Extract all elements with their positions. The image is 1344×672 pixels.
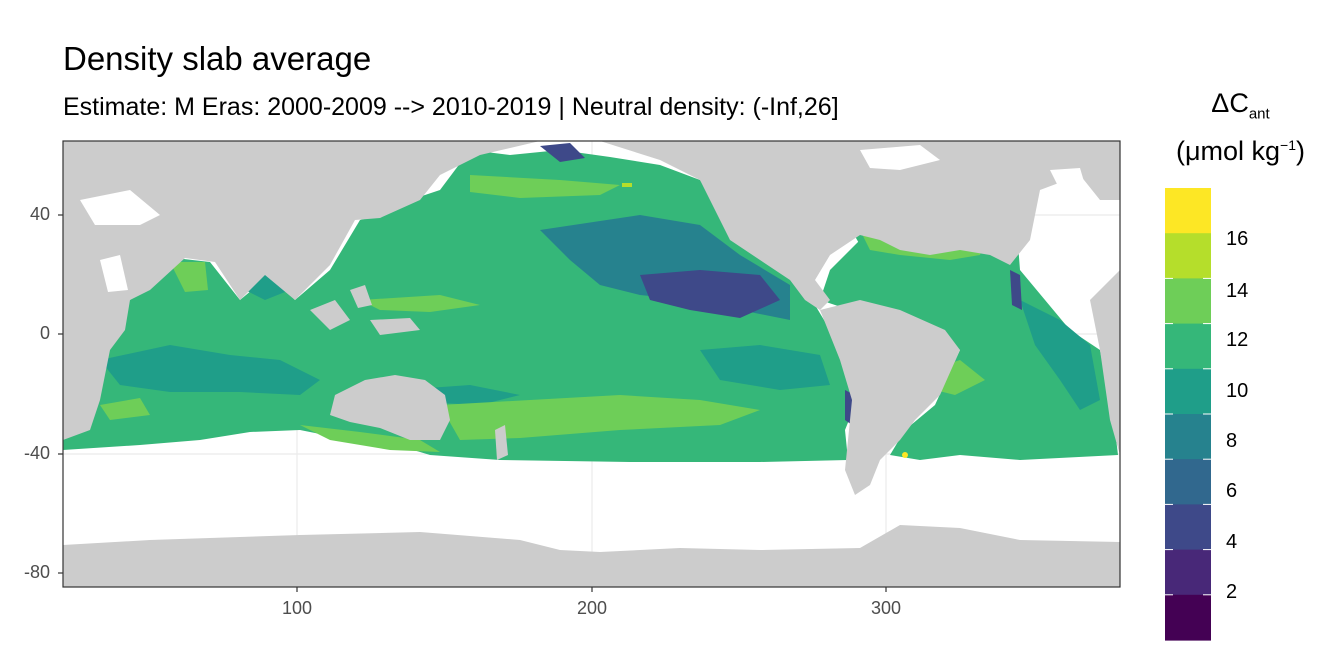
x-tick-label: 200 bbox=[576, 598, 608, 618]
legend-subscript: ant bbox=[1248, 105, 1270, 123]
x-tick-label: 100 bbox=[281, 598, 313, 618]
y-tick-label: 0 bbox=[39, 323, 50, 343]
legend-unit-post: ) bbox=[1296, 136, 1306, 167]
legend-label: 6 bbox=[1226, 480, 1238, 502]
legend-color-step bbox=[1165, 414, 1211, 460]
land-masses bbox=[63, 141, 1120, 587]
legend-label: 8 bbox=[1226, 430, 1238, 452]
no-data-inland bbox=[80, 145, 1085, 292]
legend-color-step bbox=[1165, 188, 1211, 234]
legend-label: 4 bbox=[1226, 531, 1238, 553]
legend-label: 12 bbox=[1226, 329, 1249, 351]
legend-label: 16 bbox=[1226, 228, 1249, 250]
y-tick-label: -80 bbox=[23, 562, 50, 582]
legend-symbol: ΔC bbox=[1211, 88, 1249, 118]
legend-color-step bbox=[1165, 549, 1211, 596]
axis-ticks bbox=[58, 214, 887, 592]
legend-colorbar bbox=[1165, 188, 1211, 641]
legend-color-step bbox=[1165, 368, 1211, 415]
legend-unit-pre: (μmol kg bbox=[1175, 136, 1281, 167]
legend-title: ΔCant (μmol kg−1) bbox=[1163, 88, 1318, 167]
legend-color-step bbox=[1165, 504, 1211, 551]
legend-unit-sup: −1 bbox=[1280, 137, 1297, 154]
legend-color-step bbox=[1165, 594, 1211, 641]
map-subtitle: Estimate: M Eras: 2000-2009 --> 2010-201… bbox=[63, 93, 839, 121]
legend-label: 2 bbox=[1226, 581, 1238, 603]
x-tick-label: 300 bbox=[870, 598, 902, 618]
legend-color-step bbox=[1165, 278, 1211, 325]
legend-color-step bbox=[1165, 233, 1211, 279]
legend-label: 10 bbox=[1226, 380, 1249, 402]
map-title: Density slab average bbox=[63, 40, 372, 77]
low-value-patches bbox=[100, 143, 1100, 425]
legend-label: 14 bbox=[1226, 280, 1249, 302]
legend-color-step bbox=[1165, 323, 1211, 370]
legend-color-step bbox=[1165, 459, 1211, 505]
y-tick-label: -40 bbox=[23, 443, 50, 463]
legend-unit: (μmol kg−1) bbox=[1163, 136, 1318, 167]
y-tick-label: 40 bbox=[29, 204, 50, 224]
